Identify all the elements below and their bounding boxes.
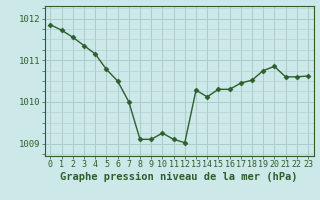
- X-axis label: Graphe pression niveau de la mer (hPa): Graphe pression niveau de la mer (hPa): [60, 172, 298, 182]
